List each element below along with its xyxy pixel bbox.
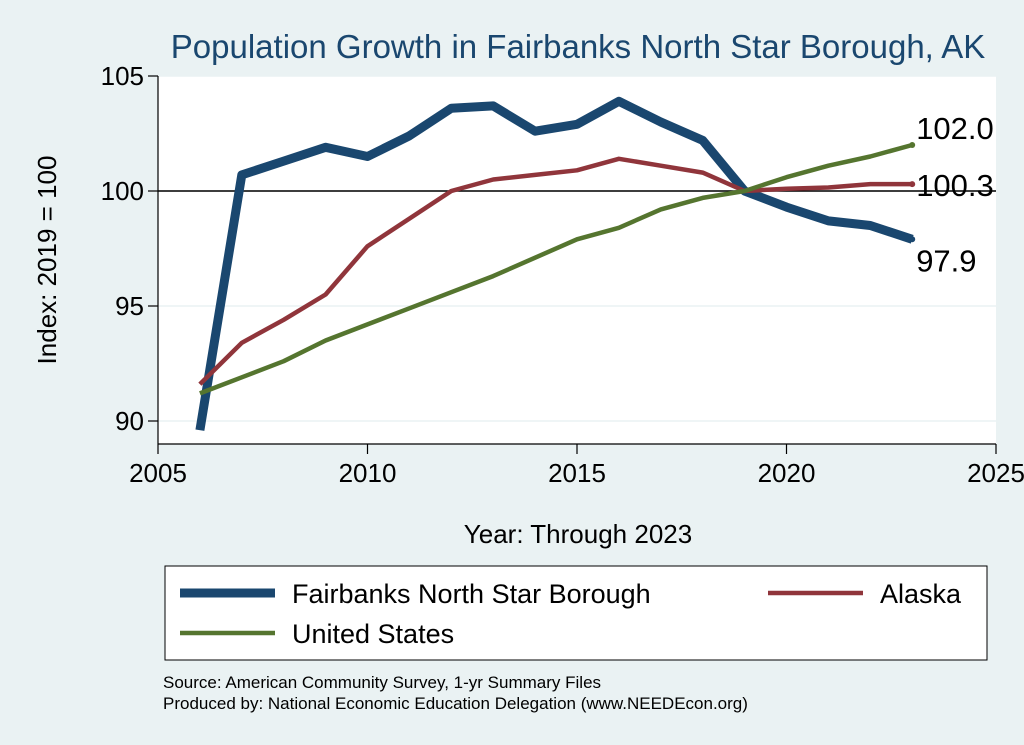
series-line-united-states (199, 142, 913, 396)
end-label-united-states: 102.0 (916, 111, 994, 146)
end-label-fairbanks-north-star-borough: 97.9 (916, 243, 976, 278)
x-tick-label-2015: 2015 (548, 458, 606, 488)
series-end-point-united-states (909, 142, 916, 148)
x-tick-label-2020: 2020 (758, 458, 816, 488)
y-tick-label-90: 90 (115, 406, 144, 436)
legend-label-united-states: United States (292, 619, 454, 649)
plot-area (158, 76, 996, 444)
y-tick-label-95: 95 (115, 291, 144, 321)
end-labels: 97.9 100.3 102.0 (916, 111, 994, 278)
series-end-point-alaska (909, 181, 916, 188)
x-tick-label-2010: 2010 (339, 458, 397, 488)
legend-label-fairbanks-north-star-borough: Fairbanks North Star Borough (292, 579, 651, 609)
notes: Source: American Community Survey, 1-yr … (163, 673, 748, 713)
series-lines (195, 96, 916, 431)
y-axis: 90 95 100 105 (101, 61, 159, 444)
x-tick-label-2005: 2005 (129, 458, 187, 488)
x-axis: 2005 2010 2015 2020 2025 (129, 443, 1024, 488)
x-axis-label: Year: Through 2023 (464, 519, 692, 549)
y-axis-label: Index: 2019 = 100 (32, 156, 62, 365)
chart-title: Population Growth in Fairbanks North Sta… (171, 28, 985, 65)
x-tick-label-2025: 2025 (967, 458, 1024, 488)
y-tick-label-100: 100 (101, 176, 144, 206)
source-note: Source: American Community Survey, 1-yr … (163, 673, 601, 692)
legend-box (164, 565, 988, 661)
series-end-point-fairbanks-north-star-borough (909, 236, 916, 243)
series-line-alaska (198, 156, 913, 386)
end-label-alaska: 100.3 (916, 168, 994, 203)
legend-label-alaska: Alaska (880, 579, 962, 609)
y-tick-label-105: 105 (101, 61, 144, 91)
series-line-fairbanks-north-star-borough (195, 96, 914, 431)
legend: Fairbanks North Star Borough Alaska United… (164, 565, 988, 661)
producer-note: Produced by: National Economic Education… (163, 694, 748, 713)
